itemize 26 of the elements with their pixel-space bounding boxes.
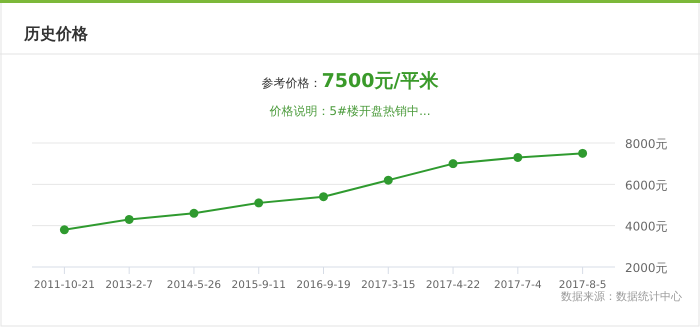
text: 价格说明：5#楼开盘热销中...: [268, 104, 431, 118]
point: [189, 208, 198, 218]
x-tick-label: 2014-5-26: [166, 279, 222, 291]
point: [578, 148, 588, 158]
x-tick-label: 2017-7-4: [494, 279, 542, 291]
point: [60, 225, 69, 234]
x-tick-label: 2017-4-22: [426, 279, 480, 291]
x-tick-label: 2011-10-21: [34, 279, 95, 291]
x-tick-label: 2015-9-11: [232, 279, 286, 291]
x-tick-label: 2016-9-19: [296, 279, 351, 291]
y-tick-label: 2000元: [625, 261, 668, 275]
y-tick-label: 4000元: [625, 220, 668, 234]
x-tick-label: 2017-8-5: [558, 279, 606, 291]
point: [254, 198, 264, 208]
source-note: 数据来源：数据统计中心: [561, 290, 682, 303]
chart-title: 历史价格: [23, 24, 89, 43]
point: [124, 214, 134, 224]
text: 参考价格：7500元/平米: [262, 70, 440, 92]
point: [384, 176, 393, 185]
point: [513, 152, 522, 162]
x-tick-label: 2017-3-15: [361, 279, 416, 291]
y-tick-label: 8000元: [625, 137, 668, 151]
x-tick-label: 2013-2-7: [105, 279, 154, 291]
y-tick-label: 6000元: [625, 178, 668, 192]
point: [448, 159, 458, 168]
point: [319, 192, 328, 202]
